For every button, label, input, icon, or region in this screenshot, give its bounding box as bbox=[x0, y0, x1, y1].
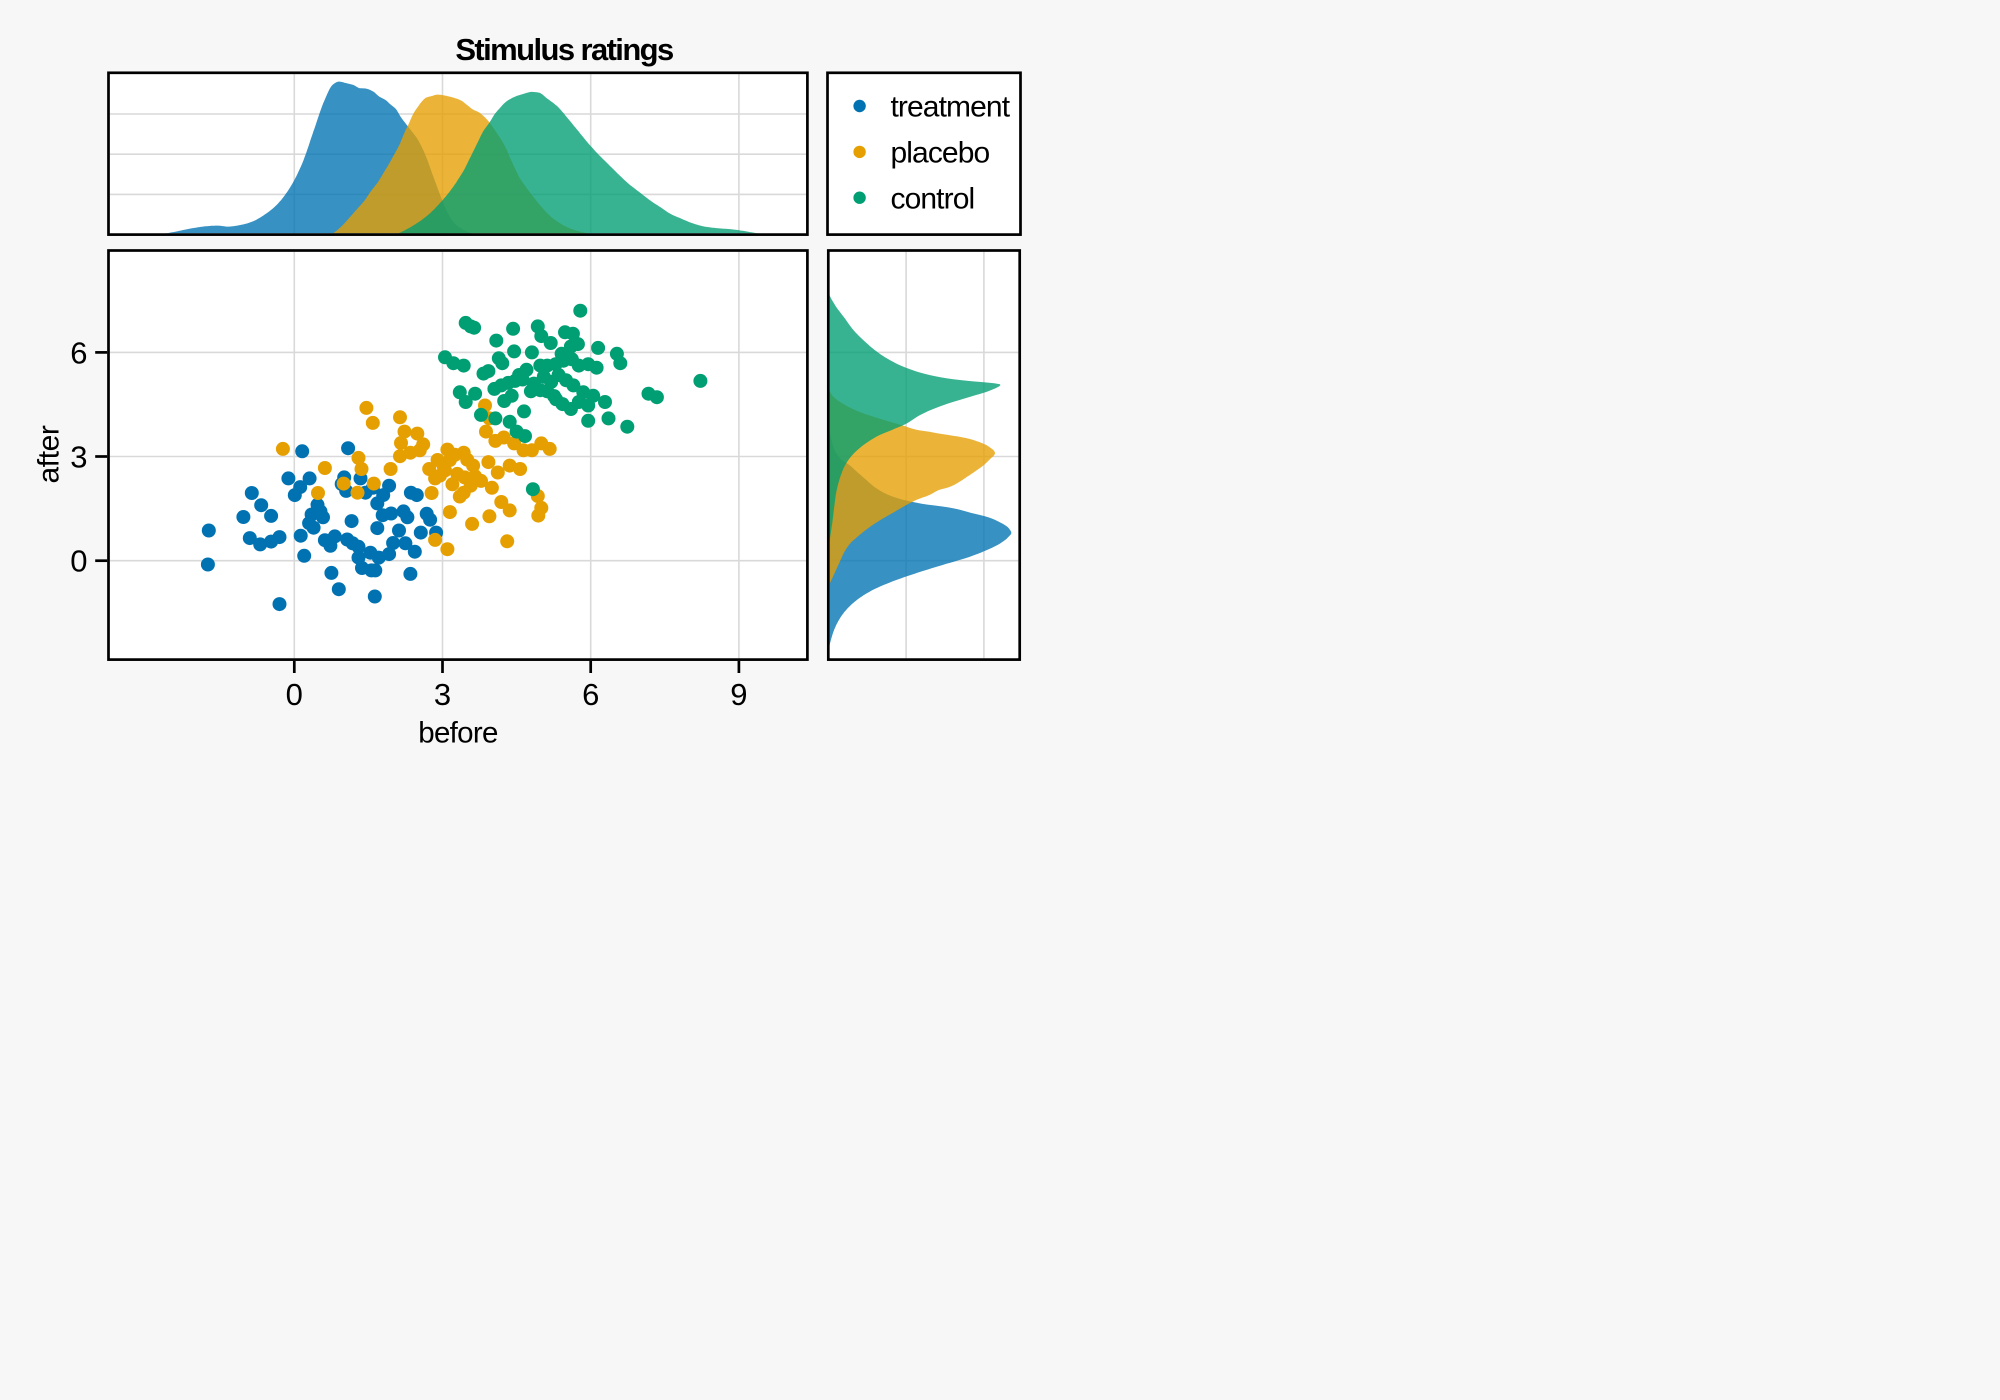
svg-text:before: before bbox=[418, 717, 498, 750]
svg-text:Stimulus ratings: Stimulus ratings bbox=[455, 32, 673, 67]
svg-text:9: 9 bbox=[730, 677, 747, 712]
svg-text:3: 3 bbox=[434, 677, 451, 712]
svg-text:6: 6 bbox=[70, 335, 87, 370]
svg-text:treatment: treatment bbox=[891, 91, 1011, 124]
svg-text:0: 0 bbox=[286, 677, 303, 712]
svg-text:0: 0 bbox=[70, 544, 87, 579]
svg-text:placebo: placebo bbox=[891, 137, 990, 170]
svg-text:3: 3 bbox=[70, 440, 87, 475]
svg-text:after: after bbox=[33, 425, 66, 483]
svg-text:control: control bbox=[891, 182, 975, 215]
svg-text:6: 6 bbox=[582, 677, 599, 712]
